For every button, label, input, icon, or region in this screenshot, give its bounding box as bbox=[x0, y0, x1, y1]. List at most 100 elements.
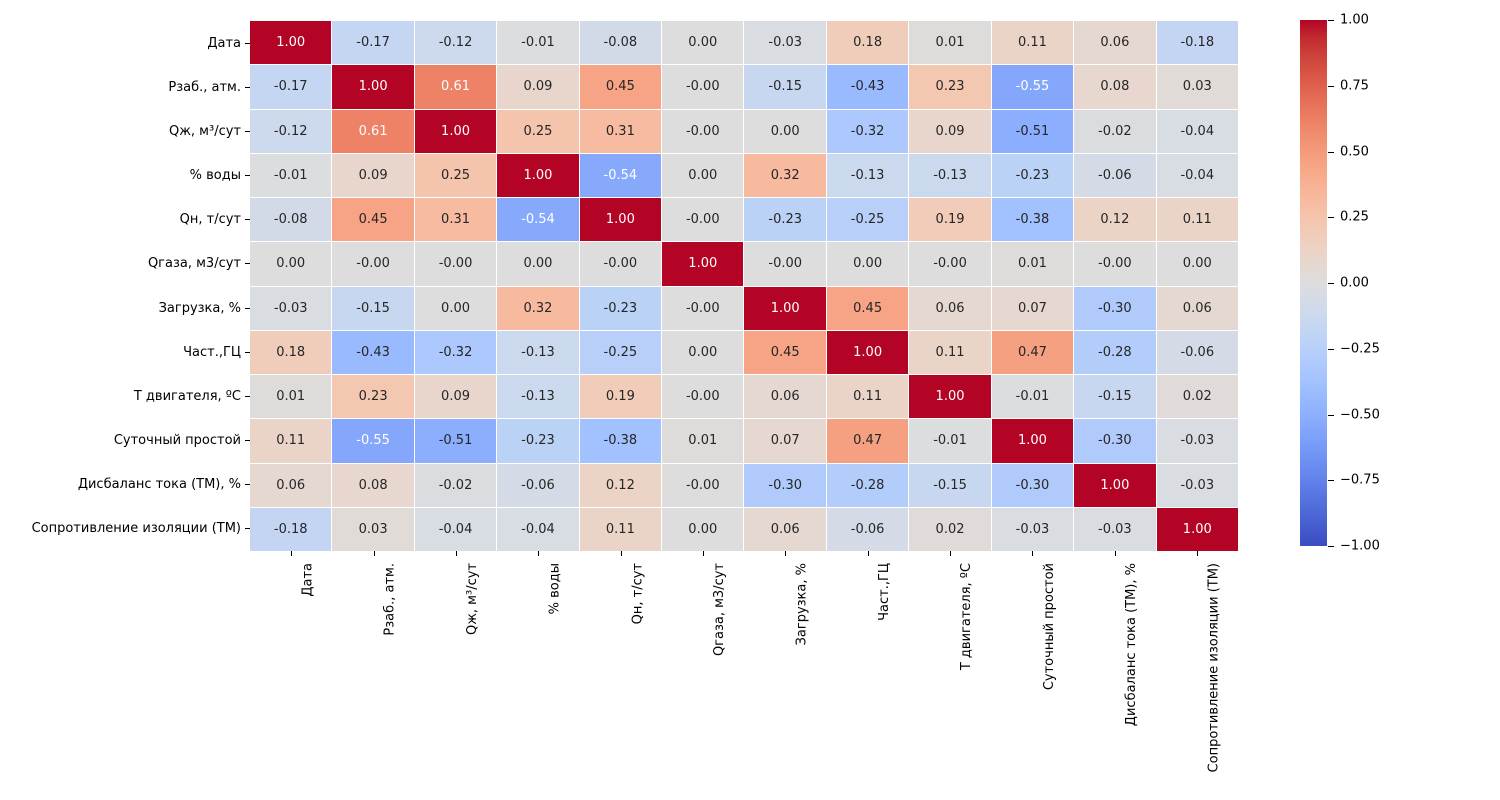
heatmap-cell: -0.03 bbox=[250, 286, 332, 330]
heatmap-cell: -0.54 bbox=[579, 153, 662, 197]
heatmap-cell: 0.00 bbox=[250, 242, 332, 286]
heatmap-cell: -0.54 bbox=[497, 198, 579, 242]
heatmap-cell: 0.00 bbox=[744, 109, 826, 153]
heatmap-cell: -0.55 bbox=[991, 65, 1074, 109]
heatmap-cell: -0.02 bbox=[414, 463, 497, 507]
y-tick-label: Дисбаланс тока (ТМ), % bbox=[0, 463, 250, 507]
heatmap-cell: -0.23 bbox=[744, 198, 826, 242]
y-tick-label-text: Qн, т/сут bbox=[179, 212, 241, 228]
heatmap-cell: 0.25 bbox=[414, 153, 497, 197]
heatmap-cell: -0.55 bbox=[332, 419, 414, 463]
x-tick-label: % воды bbox=[547, 563, 563, 615]
heatmap-cell: -0.04 bbox=[1156, 109, 1238, 153]
heatmap-cell: -0.03 bbox=[744, 21, 826, 65]
heatmap-cell: -0.32 bbox=[826, 109, 909, 153]
heatmap-cell: -0.28 bbox=[826, 463, 909, 507]
heatmap-cell: 0.19 bbox=[909, 198, 991, 242]
heatmap-cell: -0.15 bbox=[1074, 375, 1156, 419]
heatmap-cell: 0.18 bbox=[826, 21, 909, 65]
y-axis-labels: Дата Рзаб., атм. Qж, м³/сут % воды Qн, т/сут… bbox=[0, 21, 250, 551]
heatmap-cell: -0.03 bbox=[991, 507, 1074, 551]
x-tick-label: Загрузка, % bbox=[794, 563, 810, 646]
y-tick-label: Сопротивление изоляции (ТМ) bbox=[0, 507, 250, 551]
axis-tick-mark bbox=[245, 307, 250, 309]
heatmap-cell: 0.01 bbox=[250, 375, 332, 419]
heatmap-cell: 0.08 bbox=[1074, 65, 1156, 109]
heatmap-cell: 1.00 bbox=[332, 65, 414, 109]
heatmap-cell: 1.00 bbox=[414, 109, 497, 153]
heatmap-cell: 0.11 bbox=[826, 375, 909, 419]
colorbar-tick-mark bbox=[1328, 217, 1334, 219]
heatmap-cell: 0.61 bbox=[414, 65, 497, 109]
y-tick-label-text: Дисбаланс тока (ТМ), % bbox=[77, 477, 241, 493]
heatmap-cell: -0.13 bbox=[497, 375, 579, 419]
heatmap-cell: 0.06 bbox=[909, 286, 991, 330]
heatmap-cell: 1.00 bbox=[250, 21, 332, 65]
heatmap-cell: 0.32 bbox=[497, 286, 579, 330]
colorbar-tick-mark bbox=[1328, 151, 1334, 153]
heatmap-cell: 0.11 bbox=[250, 419, 332, 463]
y-tick-label-text: Суточный простой bbox=[113, 433, 241, 449]
heatmap-cell: -0.04 bbox=[497, 507, 579, 551]
y-tick-label-text: Част.,ГЦ bbox=[183, 344, 241, 360]
heatmap-cell: -0.04 bbox=[1156, 153, 1238, 197]
colorbar-tick-mark bbox=[1328, 546, 1334, 547]
heatmap-cell: -0.51 bbox=[991, 109, 1074, 153]
axis-tick-mark bbox=[867, 551, 869, 556]
colorbar-tick-label: 1.00 bbox=[1340, 12, 1369, 28]
heatmap-cell: -0.13 bbox=[826, 153, 909, 197]
y-tick-label-text: Загрузка, % bbox=[158, 300, 241, 316]
axis-tick-mark bbox=[1114, 551, 1116, 556]
axis-tick-mark bbox=[245, 263, 250, 265]
heatmap-cell: 0.07 bbox=[744, 419, 826, 463]
heatmap-cell: 0.06 bbox=[744, 375, 826, 419]
heatmap-cell: 0.12 bbox=[1074, 198, 1156, 242]
heatmap-cell: -0.15 bbox=[909, 463, 991, 507]
axis-tick-mark bbox=[455, 551, 457, 556]
heatmap-cell: 0.11 bbox=[1156, 198, 1238, 242]
heatmap-cell: 0.06 bbox=[1074, 21, 1156, 65]
axis-tick-mark bbox=[702, 551, 704, 556]
colorbar-tick-mark bbox=[1328, 283, 1334, 284]
heatmap-cell: 0.19 bbox=[579, 375, 662, 419]
heatmap-cell: -0.00 bbox=[909, 242, 991, 286]
heatmap-cell: -0.00 bbox=[662, 375, 744, 419]
y-tick-label-text: % воды bbox=[189, 168, 241, 184]
colorbar-tick-label: 0.25 bbox=[1340, 209, 1369, 225]
heatmap-cell: 0.07 bbox=[991, 286, 1074, 330]
heatmap-cell: 0.09 bbox=[497, 65, 579, 109]
heatmap-cell: 1.00 bbox=[579, 198, 662, 242]
y-tick-label: Т двигателя, ºС bbox=[0, 374, 250, 418]
axis-tick-mark bbox=[373, 551, 375, 556]
heatmap-cell: 1.00 bbox=[1156, 507, 1238, 551]
heatmap-cell: 1.00 bbox=[744, 286, 826, 330]
heatmap-cell: -0.00 bbox=[1074, 242, 1156, 286]
y-tick-label-text: Т двигателя, ºС bbox=[133, 388, 241, 404]
colorbar-tick-label: −0.75 bbox=[1340, 472, 1380, 488]
colorbar-tick-label: 0.00 bbox=[1340, 275, 1369, 291]
heatmap-cell: 0.09 bbox=[909, 109, 991, 153]
heatmap-cell: -0.28 bbox=[1074, 330, 1156, 374]
heatmap-cell: 1.00 bbox=[909, 375, 991, 419]
heatmap-cell: -0.03 bbox=[1156, 419, 1238, 463]
heatmap-cell: -0.15 bbox=[744, 65, 826, 109]
heatmap-cell: 0.23 bbox=[909, 65, 991, 109]
y-tick-label: Част.,ГЦ bbox=[0, 330, 250, 374]
axis-tick-mark bbox=[245, 219, 250, 221]
heatmap-cell: -0.00 bbox=[744, 242, 826, 286]
heatmap-cell: 0.45 bbox=[332, 198, 414, 242]
y-tick-label: % воды bbox=[0, 154, 250, 198]
y-tick-label: Qж, м³/сут bbox=[0, 109, 250, 153]
heatmap-cell: -0.38 bbox=[579, 419, 662, 463]
heatmap-cell: -0.01 bbox=[909, 419, 991, 463]
heatmap-cell: 0.03 bbox=[332, 507, 414, 551]
axis-tick-mark bbox=[245, 440, 250, 442]
heatmap-cell: 0.18 bbox=[250, 330, 332, 374]
axis-tick-mark bbox=[245, 130, 250, 132]
axis-tick-mark bbox=[1032, 551, 1034, 556]
x-tick-label: Дисбаланс тока (ТМ), % bbox=[1124, 563, 1139, 727]
heatmap-cell: -0.51 bbox=[414, 419, 497, 463]
heatmap-cell: 0.11 bbox=[909, 330, 991, 374]
heatmap-cell: 0.00 bbox=[662, 21, 744, 65]
heatmap-cell: -0.18 bbox=[1156, 21, 1238, 65]
